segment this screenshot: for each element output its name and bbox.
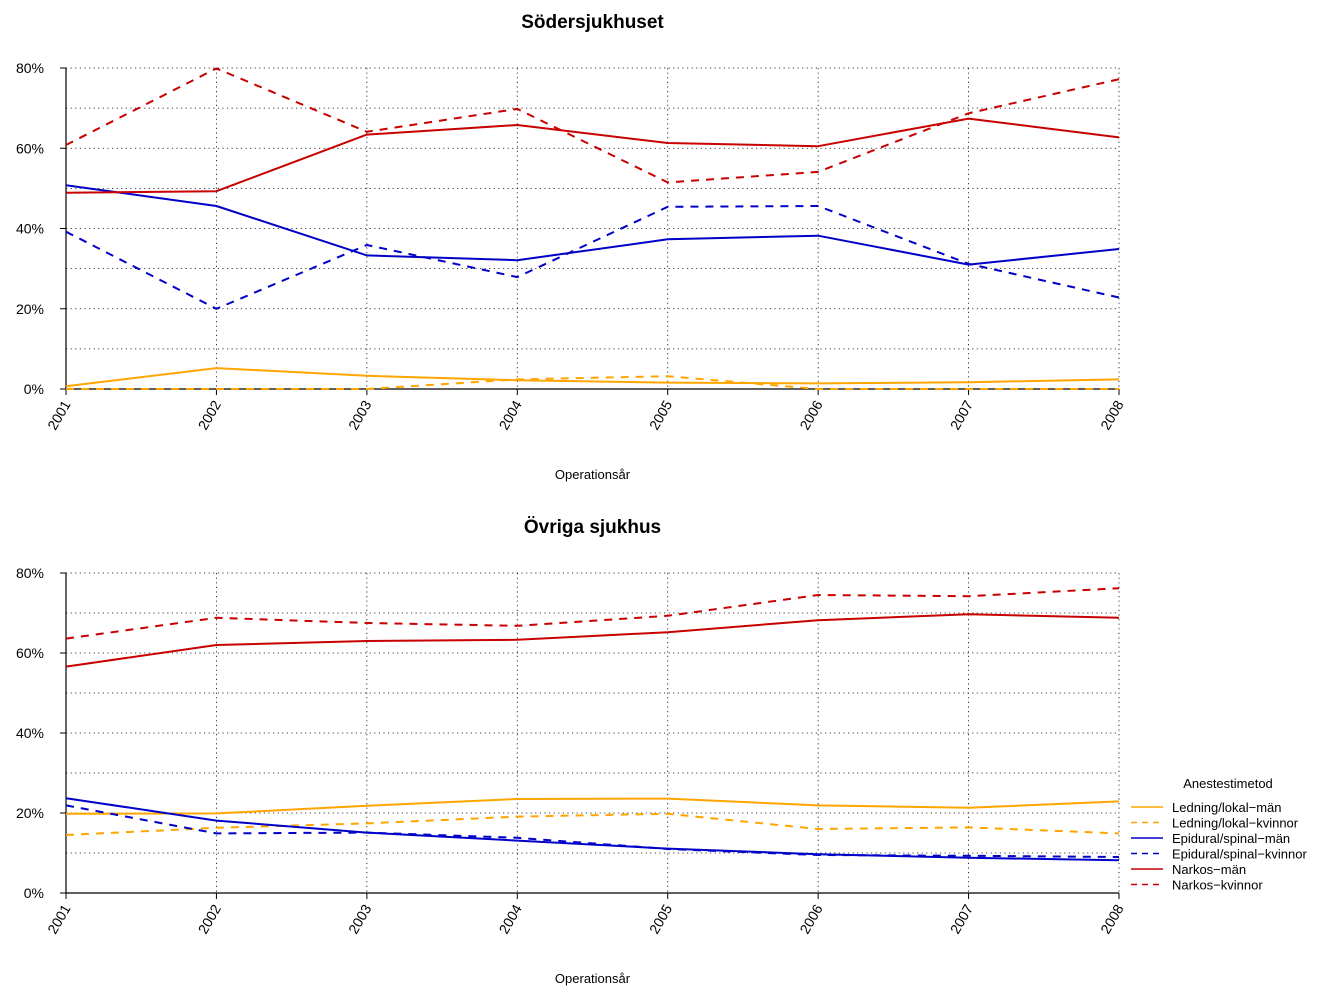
series-line-4 bbox=[65, 804, 1120, 858]
chart-panel-1: Södersjukhuset 0% 20% 40% 60% 80% 2001 2002 2003… bbox=[16, 12, 1127, 482]
legend-title: Anestestimetod bbox=[1183, 776, 1273, 791]
x-tick-label: 2006 bbox=[796, 901, 826, 936]
y-tick-label: 0% bbox=[24, 885, 44, 901]
x-tick-label: 2002 bbox=[195, 397, 225, 432]
x-tick-label: 2005 bbox=[646, 397, 676, 432]
legend-label: Narkos−män bbox=[1172, 862, 1246, 877]
x-tick-label: 2003 bbox=[345, 397, 375, 432]
series-line-4 bbox=[65, 205, 1120, 310]
x-tick-label: 2001 bbox=[44, 397, 74, 432]
series-line-3 bbox=[65, 184, 1120, 266]
chart-title: Övriga sjukhus bbox=[524, 517, 661, 538]
y-tick-label: 20% bbox=[16, 805, 44, 821]
x-tick-label: 2007 bbox=[947, 397, 977, 432]
series-line-2 bbox=[65, 812, 1120, 836]
x-tick-label: 2004 bbox=[495, 901, 525, 936]
legend-label: Ledning/lokal−män bbox=[1172, 800, 1282, 815]
chart-title: Södersjukhuset bbox=[521, 12, 664, 33]
y-tick-label: 20% bbox=[16, 301, 44, 317]
y-tick-label: 40% bbox=[16, 725, 44, 741]
series-line-2 bbox=[66, 375, 1119, 390]
series-line-6 bbox=[65, 587, 1120, 640]
legend-label: Epidural/spinal−män bbox=[1172, 831, 1290, 846]
x-tick-label: 2003 bbox=[345, 901, 375, 936]
y-tick-label: 0% bbox=[24, 381, 44, 397]
series-line-6 bbox=[65, 67, 1120, 184]
x-tick-label: 2007 bbox=[947, 901, 977, 936]
x-tick-label: 2006 bbox=[796, 397, 826, 432]
x-tick-label: 2008 bbox=[1097, 901, 1127, 936]
legend-label: Ledning/lokal−kvinnor bbox=[1172, 816, 1299, 831]
x-axis-label: Operationsår bbox=[555, 971, 631, 986]
legend-label: Epidural/spinal−kvinnor bbox=[1172, 847, 1307, 862]
x-tick-label: 2001 bbox=[44, 901, 74, 936]
series-line-3 bbox=[65, 797, 1120, 862]
series-line-1 bbox=[65, 367, 1120, 388]
x-axis-label: Operationsår bbox=[555, 467, 631, 482]
y-tick-label: 80% bbox=[16, 60, 44, 76]
series-line-1 bbox=[65, 797, 1120, 815]
y-tick-label: 80% bbox=[16, 565, 44, 581]
y-tick-label: 60% bbox=[16, 140, 44, 156]
y-tick-label: 40% bbox=[16, 221, 44, 237]
series-line-5 bbox=[65, 117, 1120, 194]
legend: Anestestimetod Ledning/lokal−mänLedning/l… bbox=[1131, 776, 1307, 893]
chart-panel-2: Övriga sjukhus 0% 20% 40% 60% 80% 2001 2002 2003… bbox=[16, 517, 1127, 986]
x-tick-label: 2002 bbox=[195, 901, 225, 936]
y-tick-label: 60% bbox=[16, 645, 44, 661]
series-line-5 bbox=[65, 613, 1120, 668]
legend-label: Narkos−kvinnor bbox=[1172, 878, 1263, 893]
x-tick-label: 2008 bbox=[1097, 397, 1127, 432]
x-tick-label: 2004 bbox=[495, 397, 525, 432]
x-tick-label: 2005 bbox=[646, 901, 676, 936]
